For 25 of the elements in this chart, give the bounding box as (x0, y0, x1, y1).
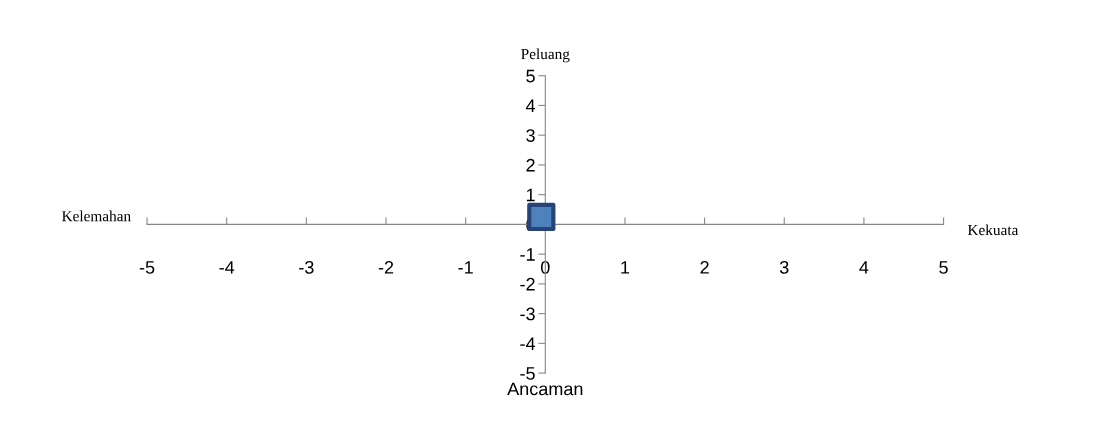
x-tick-label: -2 (378, 260, 394, 274)
y-tick-label: 5 (526, 69, 535, 83)
x-tick-label: -1 (458, 261, 473, 274)
y-tick-label: 2 (526, 158, 535, 172)
x-tick-label: 2 (700, 260, 709, 274)
text: Ancaman (507, 382, 583, 396)
y-tick-label: -1 (520, 248, 535, 261)
x-tick-label: -3 (299, 260, 314, 274)
text: Peluang (521, 48, 570, 63)
x-tick-label: 3 (779, 260, 789, 274)
x-tick-label: 4 (859, 261, 869, 274)
text: Kelemahan (61, 210, 131, 222)
y-tick-label: 1 (526, 188, 535, 202)
y-tick-label: -3 (520, 307, 535, 321)
y-tick-label: 3 (526, 129, 535, 142)
y-tick-label: -5 (520, 367, 535, 380)
x-tick-label: 0 (540, 260, 550, 274)
text: Kekuata (967, 224, 1019, 236)
x-tick-label: 1 (621, 261, 630, 274)
y-tick-label: -2 (520, 277, 535, 291)
x-tick-label: -4 (219, 261, 235, 274)
x-tick-label: 5 (939, 261, 948, 274)
x-tick-label: -5 (139, 261, 155, 274)
y-tick-label: -4 (520, 337, 536, 350)
y-tick-label: 4 (525, 99, 536, 112)
